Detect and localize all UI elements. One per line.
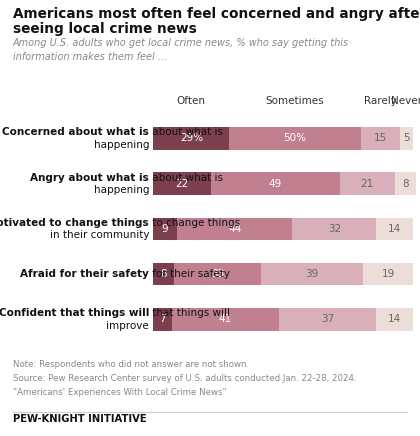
Text: 41: 41 <box>219 314 232 324</box>
Text: 14: 14 <box>388 224 402 234</box>
Text: Confident that things will: Confident that things will <box>0 308 149 318</box>
Text: happening: happening <box>94 140 149 150</box>
Bar <box>211 172 340 195</box>
Text: 49: 49 <box>269 179 282 189</box>
Text: 7: 7 <box>159 314 166 324</box>
Text: Concerned about what is: Concerned about what is <box>3 127 149 137</box>
Text: Often: Often <box>177 96 206 106</box>
Text: 8: 8 <box>402 179 409 189</box>
Bar <box>177 218 292 240</box>
Text: in their community: in their community <box>50 230 149 240</box>
Text: 15: 15 <box>374 133 387 143</box>
Text: seeing local crime news: seeing local crime news <box>13 22 197 36</box>
Text: Motivated to change things: Motivated to change things <box>0 218 149 228</box>
Text: 19: 19 <box>382 269 395 279</box>
Text: Motivated to change things: Motivated to change things <box>6 218 149 228</box>
Bar <box>153 218 177 240</box>
Text: Concerned about what is: Concerned about what is <box>19 127 149 137</box>
Text: 39: 39 <box>305 269 319 279</box>
Text: Never: Never <box>391 96 420 106</box>
Text: 29%: 29% <box>180 133 203 143</box>
Text: for their safety: for their safety <box>149 269 230 279</box>
Text: Note: Respondents who did not answer are not shown.: Note: Respondents who did not answer are… <box>13 360 249 369</box>
Text: to change things: to change things <box>149 218 240 228</box>
Text: Afraid for their safety: Afraid for their safety <box>37 269 149 279</box>
Text: Afraid for their safety: Afraid for their safety <box>20 269 149 279</box>
Text: improve: improve <box>106 320 149 330</box>
Bar <box>292 218 376 240</box>
Text: Source: Pew Research Center survey of U.S. adults conducted Jan. 22-28, 2024.: Source: Pew Research Center survey of U.… <box>13 374 356 383</box>
Text: 14: 14 <box>388 314 402 324</box>
Text: Sometimes: Sometimes <box>266 96 324 106</box>
Text: 21: 21 <box>361 179 374 189</box>
Bar <box>229 127 361 150</box>
Text: 5: 5 <box>403 133 410 143</box>
Text: PEW-KNIGHT INITIATIVE: PEW-KNIGHT INITIATIVE <box>13 414 146 424</box>
Bar <box>376 308 413 331</box>
Bar <box>153 172 211 195</box>
Bar <box>279 308 376 331</box>
Bar <box>395 172 416 195</box>
Text: "Americans' Experiences With Local Crime News": "Americans' Experiences With Local Crime… <box>13 388 226 398</box>
Text: 9: 9 <box>162 224 168 234</box>
Text: happening: happening <box>94 185 149 195</box>
Bar <box>153 127 229 150</box>
Text: Americans most often feel concerned and angry after: Americans most often feel concerned and … <box>13 7 420 20</box>
Text: Angry about what is: Angry about what is <box>44 173 149 183</box>
Text: 8: 8 <box>160 269 167 279</box>
Bar <box>363 263 413 286</box>
Bar <box>153 308 172 331</box>
Text: 22: 22 <box>176 179 189 189</box>
Text: Confident that things will: Confident that things will <box>17 308 149 318</box>
Bar <box>172 308 279 331</box>
Text: 50%: 50% <box>284 133 307 143</box>
Text: about what is: about what is <box>149 173 223 183</box>
Bar <box>261 263 363 286</box>
Bar <box>174 263 261 286</box>
Bar <box>400 127 413 150</box>
Text: 37: 37 <box>321 314 334 324</box>
Bar <box>153 263 174 286</box>
Text: that things will: that things will <box>149 308 230 318</box>
Text: 32: 32 <box>328 224 341 234</box>
Text: Rarely: Rarely <box>364 96 397 106</box>
Text: about what is: about what is <box>149 127 223 137</box>
Text: Among U.S. adults who get local crime news, % who say getting this
information m: Among U.S. adults who get local crime ne… <box>13 38 349 61</box>
Text: Angry about what is: Angry about what is <box>30 173 149 183</box>
Text: 44: 44 <box>228 224 241 234</box>
Bar <box>376 218 413 240</box>
Text: 33: 33 <box>211 269 224 279</box>
Bar <box>340 172 395 195</box>
Bar <box>361 127 400 150</box>
